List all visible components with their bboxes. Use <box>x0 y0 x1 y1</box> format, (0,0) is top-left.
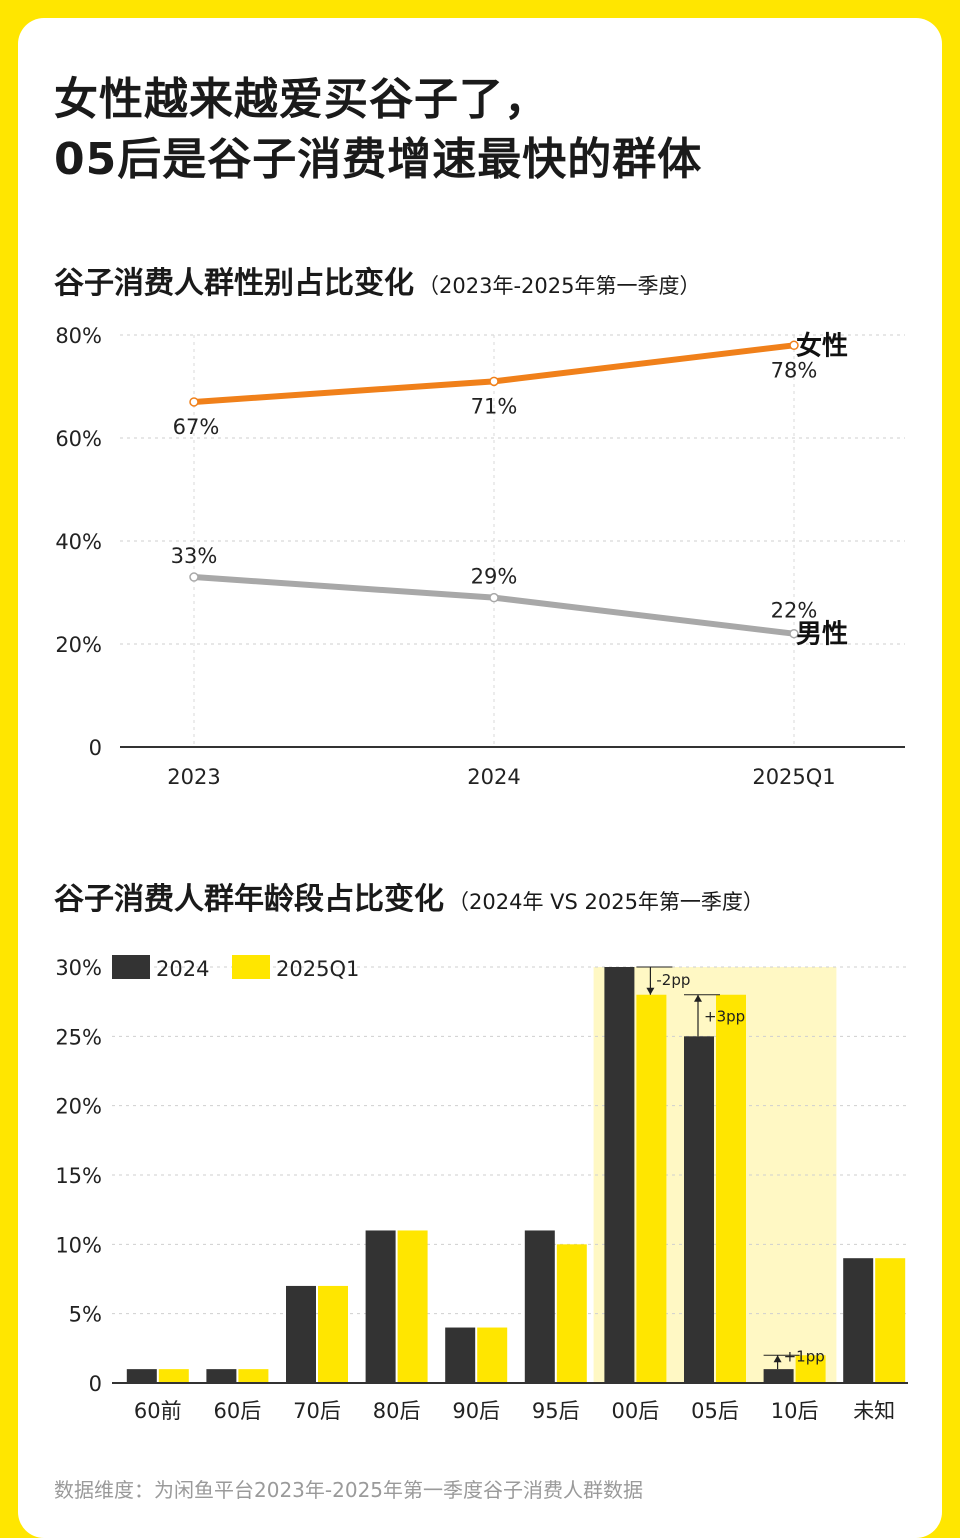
x-tick-label: 60后 <box>214 1399 262 1423</box>
bar-2025Q1-60前 <box>158 1369 189 1383</box>
x-tick-label: 95后 <box>532 1399 580 1423</box>
annotation-arrowhead <box>773 1355 782 1363</box>
bar-2024-95后 <box>524 1230 555 1383</box>
bar-2024-60前 <box>126 1369 157 1383</box>
data-point <box>489 592 499 603</box>
annotation-arrowhead <box>694 994 702 1002</box>
legend-label-2024: 2024 <box>156 957 209 981</box>
annotation-label: -2pp <box>656 971 690 989</box>
legend-label-2025Q1: 2025Q1 <box>276 957 359 981</box>
headline-line-1: 女性越来越爱买谷子了， <box>54 74 549 125</box>
y-tick-label: 0 <box>89 736 102 760</box>
x-tick-label: 2023 <box>167 765 220 789</box>
bar-2025Q1-95后 <box>556 1244 587 1383</box>
bar-2025Q1-未知 <box>875 1258 906 1383</box>
x-tick-label: 80后 <box>373 1399 421 1423</box>
data-point <box>789 340 799 351</box>
y-tick-label: 5% <box>69 1303 102 1327</box>
bar-2025Q1-90后 <box>477 1327 508 1383</box>
y-tick-label: 80% <box>55 324 102 348</box>
footnote: 数据维度：为闲鱼平台2023年-2025年第一季度谷子消费人群数据 <box>54 1478 644 1502</box>
bar-2025Q1-60后 <box>238 1369 269 1383</box>
bar-2025Q1-70后 <box>318 1285 348 1383</box>
y-tick-label: 15% <box>55 1164 102 1188</box>
y-tick-label: 0 <box>89 1372 102 1396</box>
data-label: 71% <box>471 394 518 418</box>
gender-chart-title-text: 谷子消费人群性别占比变化 <box>54 266 414 301</box>
y-tick-label: 40% <box>55 530 102 554</box>
y-tick-label: 30% <box>55 956 102 980</box>
data-label: 29% <box>471 565 518 589</box>
age-chart-subtitle: （2024年 VS 2025年第一季度） <box>448 890 764 914</box>
x-tick-label: 10后 <box>771 1399 819 1423</box>
gender-chart-title: 谷子消费人群性别占比变化 （2023年-2025年第一季度） <box>54 258 700 302</box>
bar-2024-70后 <box>286 1285 316 1383</box>
bar-2025Q1-10后 <box>795 1355 826 1383</box>
x-tick-label: 2025Q1 <box>752 765 835 789</box>
bar-2024-10后 <box>763 1369 794 1383</box>
legend-swatch-2025Q1 <box>232 955 270 979</box>
headline: 女性越来越爱买谷子了， 05后是谷子消费增速最快的群体 <box>54 70 702 190</box>
bar-2025Q1-05后 <box>716 994 746 1383</box>
legend-swatch-2024 <box>112 955 150 979</box>
headline-line-2: 05后是谷子消费增速最快的群体 <box>54 134 703 185</box>
gender-chart-subtitle: （2023年-2025年第一季度） <box>418 274 701 298</box>
x-tick-label: 05后 <box>691 1399 739 1423</box>
x-tick-label: 00后 <box>612 1399 660 1423</box>
gender-line-chart: 0 20% 40% 60% 80% 2023 2024 2025Q1 67% 71% 78%女性 33… <box>55 324 905 789</box>
data-point <box>189 572 199 582</box>
x-tick-label: 60前 <box>134 1399 182 1423</box>
y-tick-label: 10% <box>55 1233 102 1257</box>
x-tick-label: 90后 <box>452 1399 500 1423</box>
x-tick-label: 2024 <box>467 765 520 789</box>
bar-2024-05后 <box>684 1036 714 1383</box>
data-label: 22% <box>771 599 818 623</box>
series-label-male: 男性 <box>796 620 848 650</box>
age-bar-chart: 0 5% 10% 15% 20% 25% 30% 60前 60后 70后 80后 90后 95后 00后 0… <box>55 955 908 1423</box>
bar-2024-60后 <box>206 1369 237 1383</box>
bar-2024-90后 <box>445 1327 476 1383</box>
y-tick-label: 20% <box>55 1095 102 1119</box>
y-tick-label: 25% <box>55 1025 102 1049</box>
data-label: 78% <box>771 358 818 382</box>
bar-2025Q1-80后 <box>397 1230 428 1383</box>
x-tick-label: 未知 <box>853 1399 895 1423</box>
series-label-female: 女性 <box>796 330 848 361</box>
annotation-label: +3pp <box>704 1008 745 1026</box>
bar-2025Q1-00后 <box>636 994 667 1383</box>
bar-2024-未知 <box>843 1258 874 1383</box>
x-tick-label: 70后 <box>293 1399 341 1423</box>
age-chart-title: 谷子消费人群年龄段占比变化 （2024年 VS 2025年第一季度） <box>54 874 764 918</box>
data-label: 67% <box>173 415 220 439</box>
annotation-label: +1pp <box>784 1347 825 1365</box>
bar-2024-80后 <box>365 1230 396 1383</box>
y-tick-label: 60% <box>55 427 102 451</box>
age-chart-title-text: 谷子消费人群年龄段占比变化 <box>54 882 444 917</box>
data-label: 33% <box>171 544 218 568</box>
data-point <box>489 376 499 387</box>
bar-2024-00后 <box>604 967 635 1383</box>
data-point <box>789 628 799 639</box>
y-tick-label: 20% <box>55 633 102 657</box>
annotation-arrowhead <box>646 987 655 995</box>
data-point <box>189 397 199 407</box>
